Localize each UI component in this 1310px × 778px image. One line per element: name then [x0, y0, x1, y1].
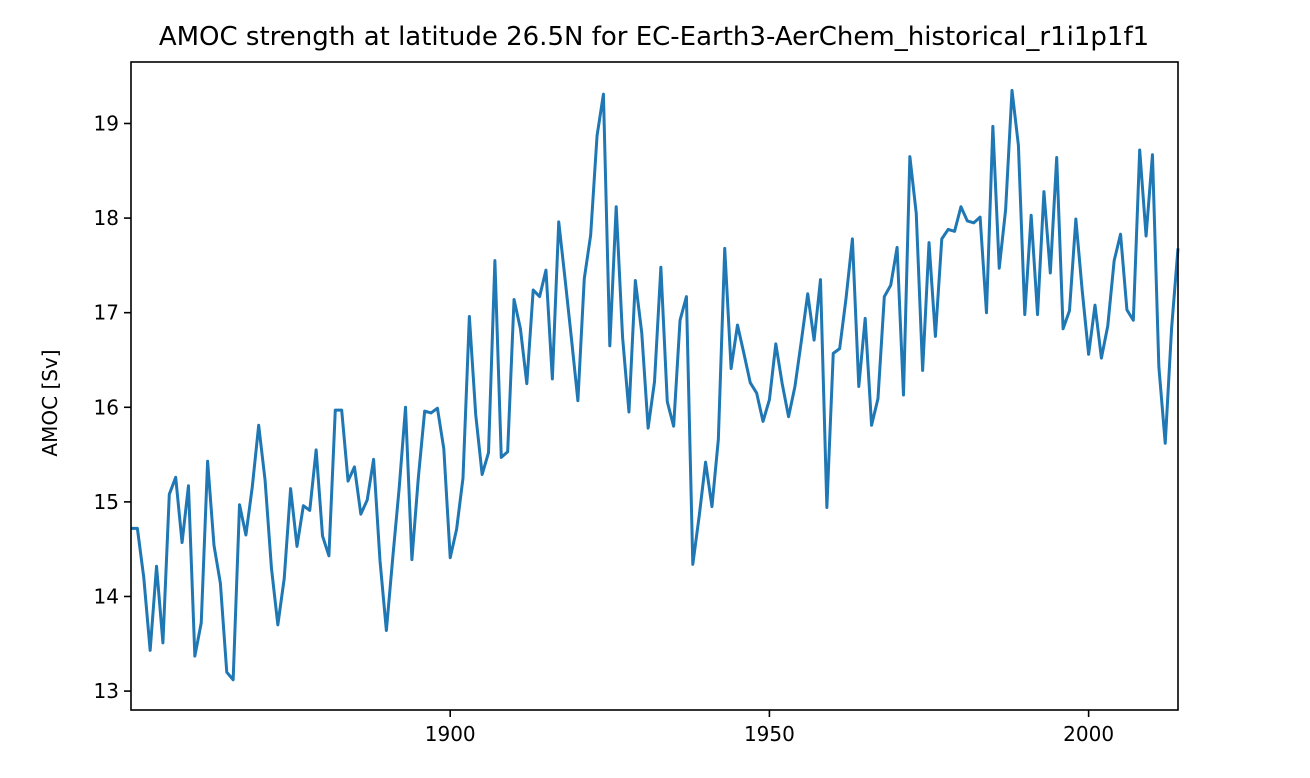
x-tick-label: 2000: [1063, 722, 1114, 746]
y-tick-label: 16: [94, 395, 119, 419]
x-tick-label: 1950: [744, 722, 795, 746]
y-axis-label: AMOC [Sv]: [38, 349, 62, 456]
ticks-layer: 1900 1950 2000 13 14 15 16 17 18 19: [94, 111, 1115, 746]
x-tick-label: 1900: [425, 722, 476, 746]
chart-title: AMOC strength at latitude 26.5N for EC-E…: [159, 22, 1149, 52]
y-tick-label: 14: [94, 584, 119, 608]
y-tick-label: 15: [94, 490, 119, 514]
plot-area: 1900 1950 2000 13 14 15 16 17 18 19: [94, 61, 1180, 746]
y-tick-label: 13: [94, 679, 119, 703]
series-layer: [131, 88, 1180, 682]
y-tick-label: 17: [94, 301, 119, 325]
y-tick-label: 18: [94, 206, 119, 230]
y-tick-label: 19: [94, 111, 119, 135]
plot-frame: [130, 61, 1179, 711]
series-line-0: [131, 88, 1180, 682]
